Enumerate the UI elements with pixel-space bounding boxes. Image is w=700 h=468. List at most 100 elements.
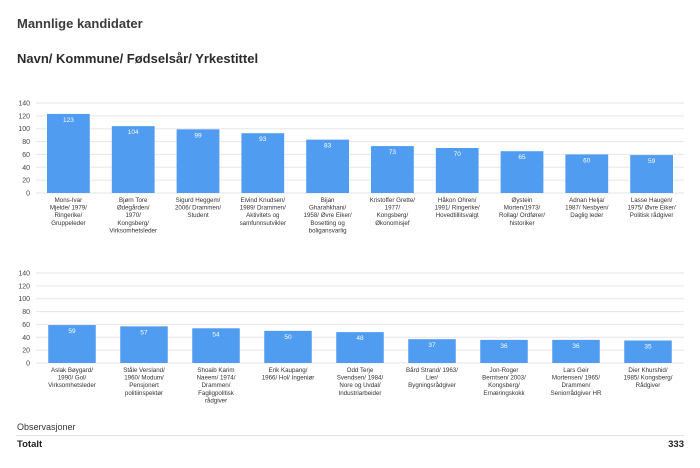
category-label-line: Politisk rådgiver: [630, 212, 674, 219]
category-label-line: Fagligpolitisk: [198, 390, 235, 397]
bar: [47, 113, 90, 193]
bar-value-label: 36: [572, 343, 580, 350]
bar: [480, 339, 528, 363]
bar: [241, 133, 285, 193]
bar: [565, 154, 609, 193]
y-tick-label: 120: [18, 283, 30, 290]
category-label-line: Ståle Versland/: [123, 367, 165, 374]
bar: [435, 148, 479, 193]
category-label-line: Gharahkhani/: [309, 205, 346, 212]
category-label-line: Industriarbeider: [339, 390, 382, 397]
bar-value-label: 37: [428, 342, 436, 349]
category-label-line: 1960/ Modum/: [124, 375, 164, 382]
category-label-line: Økonomisjef: [375, 220, 410, 227]
category-label-line: 1990/ Gol/: [58, 375, 87, 382]
category-label-line: Bygningsrådgiver: [408, 382, 456, 389]
category-label: Øystein Morten/1973/Rollag/ Ordfører/hist…: [499, 197, 545, 227]
bar-value-label: 123: [63, 117, 74, 124]
category-label-line: Shoaib Karim: [197, 367, 234, 374]
category-label-line: 2006/ Drammen/: [175, 205, 221, 212]
category-label-line: 1977/: [385, 205, 401, 212]
category-label-line: politiinspektør: [125, 390, 163, 397]
bar: [624, 340, 672, 363]
category-label: Ståle Versland/1960/ Modum/Pensjonert pol…: [123, 367, 165, 397]
category-label-line: 1966/ Hol/ Ingeniør: [262, 375, 315, 382]
category-label: Dier Khurshid/1985/ Kongsberg/Rådgiver: [624, 367, 673, 389]
bar-value-label: 65: [518, 154, 526, 161]
category-label-line: Kongsberg/: [488, 382, 520, 389]
bar-value-label: 59: [648, 158, 656, 165]
category-label-line: Ernæringskokk: [483, 390, 525, 397]
category-label: Bård Strand/ 1963/Lier/Bygningsrådgiver: [406, 367, 458, 389]
total-label: Totalt: [17, 439, 43, 450]
category-label-line: Pensjonert: [129, 382, 159, 389]
category-label-line: Bjørn Tore: [119, 197, 148, 204]
category-label-line: 1991/ Ringerike/: [435, 205, 480, 212]
category-label-line: Berntsen/ 2003/: [482, 375, 526, 382]
bar-value-label: 35: [644, 344, 652, 351]
bar: [552, 339, 600, 363]
y-tick-label: 40: [22, 335, 30, 342]
bar: [371, 146, 414, 193]
category-label-line: 1987/ Nesbyen/: [565, 205, 609, 212]
category-label-line: Aslak Bøygard/: [51, 367, 93, 374]
y-tick-label: 120: [18, 113, 30, 120]
category-label: Lars Geir Mortensen/ 1965/Drammen/Seniorr…: [551, 367, 602, 397]
bar: [500, 151, 544, 193]
bar-value-label: 60: [583, 157, 591, 164]
category-label: Mons-Ivar Mjelde/ 1979/Ringerike/Gruppele…: [50, 197, 87, 227]
category-label-line: Daglig leder: [570, 212, 603, 219]
bar-value-label: 70: [454, 151, 462, 158]
bar: [176, 129, 220, 193]
category-label: Bjørn Tore Ødegården/1970/Kongsberg/Virks…: [109, 197, 157, 234]
category-label-line: Student: [187, 212, 209, 219]
y-tick-label: 100: [18, 126, 30, 133]
category-label-line: Øystein: [512, 197, 534, 204]
category-label-line: 1970/: [125, 212, 141, 219]
category-label: Håkon Ohren/1991/ Ringerike/Hovedtillits…: [435, 197, 480, 219]
category-label-line: Hovedtillitsvalgt: [436, 212, 479, 219]
category-label-line: Drammen/: [562, 382, 591, 389]
bar: [264, 330, 312, 363]
bar: [408, 339, 456, 363]
bar: [111, 126, 155, 193]
bar-value-label: 104: [128, 129, 139, 136]
category-label: Bijan Gharahkhani/1958/ Øvre Eiker/Bosett…: [304, 197, 352, 234]
bar-value-label: 99: [194, 132, 202, 139]
category-label-line: rådgiver: [205, 397, 227, 404]
y-tick-label: 140: [18, 101, 30, 108]
category-label-line: Aktivitets og: [246, 212, 280, 219]
bar-value-label: 36: [500, 343, 508, 350]
category-label-line: Svendsen/ 1984/: [337, 375, 384, 382]
y-tick-label: 60: [22, 152, 30, 159]
category-label-line: samfunnsutvikler: [240, 220, 286, 227]
bar: [120, 326, 168, 363]
y-tick-label: 20: [22, 178, 30, 185]
bar-chart-bottom: 0 20 40 60 80 100 120 140 59 Aslak Bøygard/1990/ …: [18, 271, 684, 404]
category-label-line: Mons-Ivar: [55, 197, 83, 204]
bar-chart-top: 0 20 40 60 80 100 120 140 123 Mons-Ivar Mjelde/ 19…: [18, 101, 684, 234]
y-tick-label: 100: [18, 296, 30, 303]
category-label-line: 1989/ Drammen/: [240, 205, 286, 212]
bar-value-label: 83: [324, 143, 332, 150]
category-label-line: Bård Strand/ 1963/: [406, 367, 458, 374]
category-label-line: Virksomhetsleder: [48, 382, 96, 389]
category-label-line: 1975/ Øvre Eiker/: [628, 205, 676, 212]
category-label-line: Rådgiver: [636, 382, 661, 389]
category-label: Erik Kaupang/1966/ Hol/ Ingeniør: [262, 367, 315, 382]
category-label-line: Rollag/ Ordfører/: [499, 212, 545, 219]
category-label-line: Jon-Roger: [490, 367, 519, 374]
category-label-line: Mjelde/ 1979/: [50, 205, 87, 212]
category-label-line: Sigurd Heggem/: [176, 197, 221, 204]
y-tick-label: 60: [22, 322, 30, 329]
category-label-line: historiker: [509, 220, 534, 227]
category-label-line: boligansvarlig: [309, 227, 347, 234]
category-label-line: Ødegården/: [117, 205, 150, 212]
category-label: Aslak Bøygard/1990/ Gol/Virksomhetsleder: [48, 367, 96, 389]
category-label-line: Erik Kaupang/: [269, 367, 308, 374]
category-label-line: 1958/ Øvre Eiker/: [304, 212, 352, 219]
category-label-line: Ringerike/: [54, 212, 82, 219]
bar-value-label: 48: [356, 335, 364, 342]
observations-label: Observasjoner: [17, 422, 76, 432]
category-label: Kristoffer Grette/1977/Kongsberg/Økonomi…: [370, 197, 416, 227]
